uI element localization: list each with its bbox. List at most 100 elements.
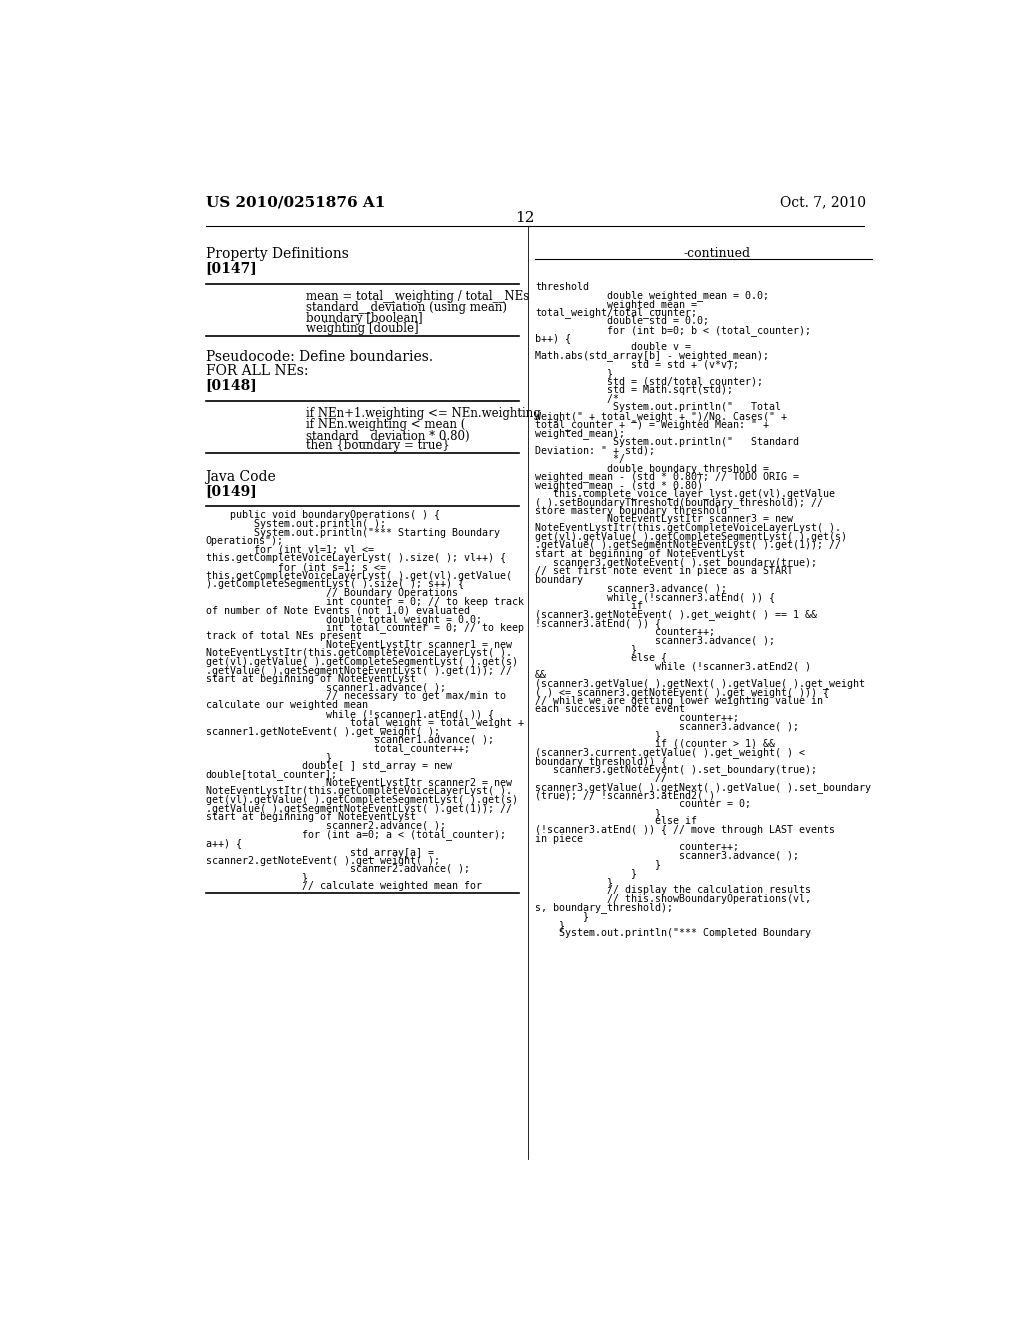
Text: // display the calculation results: // display the calculation results: [535, 886, 811, 895]
Text: while (!scanner3.atEnd( )) {: while (!scanner3.atEnd( )) {: [535, 593, 775, 602]
Text: weighting [double]: weighting [double]: [306, 322, 419, 335]
Text: }: }: [535, 368, 613, 378]
Text: System.out.println("*** Completed Boundary: System.out.println("*** Completed Bounda…: [535, 928, 811, 939]
Text: NoteEventLystItr scanner1 = new: NoteEventLystItr scanner1 = new: [206, 640, 512, 649]
Text: scanner1.getNoteEvent( ).get_weight( );: scanner1.getNoteEvent( ).get_weight( );: [206, 726, 439, 737]
Text: ( ).setBoundaryThreshold(boundary_threshold); //: ( ).setBoundaryThreshold(boundary_thresh…: [535, 498, 823, 508]
Text: b++) {: b++) {: [535, 334, 570, 343]
Text: double weighted_mean = 0.0;: double weighted_mean = 0.0;: [535, 290, 769, 301]
Text: double std = 0.0;: double std = 0.0;: [535, 315, 709, 326]
Text: double[total_counter];: double[total_counter];: [206, 770, 338, 780]
Text: get(vl).getValue( ).getCompleteSegmentLyst( ).get(s): get(vl).getValue( ).getCompleteSegmentLy…: [535, 532, 847, 541]
Text: scanner1.advance( );: scanner1.advance( );: [206, 682, 445, 693]
Text: NoteEventLystItr(this.getCompleteVoiceLayerLyst( ).: NoteEventLystItr(this.getCompleteVoiceLa…: [206, 787, 512, 796]
Text: boundary_threshold)) {: boundary_threshold)) {: [535, 756, 667, 767]
Text: .getValue( ).getSegmentNoteEventLyst( ).get(1)); //: .getValue( ).getSegmentNoteEventLyst( ).…: [535, 540, 841, 550]
Text: (scanner3.getNoteEvent( ).get_weight( ) == 1 &&: (scanner3.getNoteEvent( ).get_weight( ) …: [535, 610, 817, 620]
Text: if ((counter > 1) &&: if ((counter > 1) &&: [535, 739, 775, 748]
Text: total_weight/total_counter;: total_weight/total_counter;: [535, 308, 697, 318]
Text: std = Math.sqrt(std);: std = Math.sqrt(std);: [535, 385, 733, 395]
Text: total_weight = total_weight +: total_weight = total_weight +: [206, 717, 523, 729]
Text: Math.abs(std_array[b] - weighted_mean);: Math.abs(std_array[b] - weighted_mean);: [535, 351, 769, 362]
Text: counter = 0;: counter = 0;: [535, 799, 751, 809]
Text: }: }: [206, 752, 332, 762]
Text: !scanner3.atEnd( )) {: !scanner3.atEnd( )) {: [535, 618, 660, 628]
Text: calculate our weighted mean: calculate our weighted mean: [206, 700, 368, 710]
Text: start at beginning of NoteEventLyst: start at beginning of NoteEventLyst: [206, 675, 416, 684]
Text: weighted_mean);: weighted_mean);: [535, 428, 625, 440]
Text: 12: 12: [515, 211, 535, 224]
Text: scanner2.advance( );: scanner2.advance( );: [206, 821, 445, 830]
Text: Java Code: Java Code: [206, 470, 276, 484]
Text: weighted_mean - (std * 0.80): weighted_mean - (std * 0.80): [535, 480, 702, 491]
Text: if NEn+1.weighting <= NEn.weighting: if NEn+1.weighting <= NEn.weighting: [306, 407, 541, 420]
Text: for (int b=0; b < (total_counter);: for (int b=0; b < (total_counter);: [535, 325, 811, 335]
Text: double total_weight = 0.0;: double total_weight = 0.0;: [206, 614, 481, 624]
Text: total_counter++;: total_counter++;: [206, 743, 469, 754]
Text: [0148]: [0148]: [206, 378, 257, 392]
Text: double v =: double v =: [535, 342, 691, 352]
Text: of number of Note Events (not 1.0) evaluated: of number of Note Events (not 1.0) evalu…: [206, 605, 469, 615]
Text: else {: else {: [535, 652, 667, 663]
Text: get(vl).getValue( ).getCompleteSegmentLyst( ).get(s): get(vl).getValue( ).getCompleteSegmentLy…: [206, 657, 517, 667]
Text: mean = total__weighting / total__NEs: mean = total__weighting / total__NEs: [306, 290, 529, 304]
Text: this.getCompleteVoiceLayerLyst( ).size( ); vl++) {: this.getCompleteVoiceLayerLyst( ).size( …: [206, 553, 506, 564]
Text: // while we are getting lower weighting value in: // while we are getting lower weighting …: [535, 696, 823, 706]
Text: threshold: threshold: [535, 281, 589, 292]
Text: standard__deviation * 0.80): standard__deviation * 0.80): [306, 429, 470, 442]
Text: this.complete_voice_layer_lyst.get(vl).getValue: this.complete_voice_layer_lyst.get(vl).g…: [535, 488, 835, 499]
Text: (true); // !scanner3.atEnd2( ): (true); // !scanner3.atEnd2( ): [535, 791, 715, 800]
Text: scanner3.getValue( ).getNext( ).getValue( ).set_boundary: scanner3.getValue( ).getNext( ).getValue…: [535, 781, 870, 793]
Text: }: }: [535, 876, 613, 887]
Text: US 2010/0251876 A1: US 2010/0251876 A1: [206, 195, 385, 210]
Text: scanner3.advance( );: scanner3.advance( );: [535, 583, 727, 594]
Text: int total_counter = 0; // to keep: int total_counter = 0; // to keep: [206, 623, 523, 634]
Text: }: }: [535, 730, 660, 741]
Text: start at beginning of NoteEventLyst: start at beginning of NoteEventLyst: [206, 812, 416, 822]
Text: boundary: boundary: [535, 574, 583, 585]
Text: // necessary to get max/min to: // necessary to get max/min to: [206, 692, 506, 701]
Text: a++) {: a++) {: [206, 838, 242, 847]
Text: if NEn.weighting < mean (: if NEn.weighting < mean (: [306, 418, 466, 430]
Text: (scanner3.current.getValue( ).get_weight( ) <: (scanner3.current.getValue( ).get_weight…: [535, 747, 805, 758]
Text: scanner3.getNoteEvent( ).set_boundary(true);: scanner3.getNoteEvent( ).set_boundary(tr…: [535, 764, 817, 775]
Text: NoteEventLystItr scanner3 = new: NoteEventLystItr scanner3 = new: [535, 515, 793, 524]
Text: [0149]: [0149]: [206, 484, 257, 498]
Text: NoteEventLystItr(this.getCompleteVoiceLayerLyst( ).: NoteEventLystItr(this.getCompleteVoiceLa…: [535, 523, 841, 533]
Text: NoteEventLystItr scanner2 = new: NoteEventLystItr scanner2 = new: [206, 777, 512, 788]
Text: start at beginning of NoteEventLyst: start at beginning of NoteEventLyst: [535, 549, 744, 558]
Text: scanner2.getNoteEvent( ).get_weight( );: scanner2.getNoteEvent( ).get_weight( );: [206, 855, 439, 866]
Text: .getValue( ).getSegmentNoteEventLyst( ).get(1)); //: .getValue( ).getSegmentNoteEventLyst( ).…: [206, 665, 512, 676]
Text: }: }: [535, 859, 660, 870]
Text: counter++;: counter++;: [535, 713, 739, 723]
Text: double boundary_threshold =: double boundary_threshold =: [535, 463, 769, 474]
Text: while (!scanner1.atEnd( )) {: while (!scanner1.atEnd( )) {: [206, 709, 494, 718]
Text: std_array[a] =: std_array[a] =: [206, 846, 433, 858]
Text: //: //: [535, 774, 667, 783]
Text: */: */: [535, 454, 625, 465]
Text: // Boundary Operations: // Boundary Operations: [206, 587, 458, 598]
Text: total_counter + ") = Weighted Mean: " +: total_counter + ") = Weighted Mean: " +: [535, 420, 769, 430]
Text: boundary [boolean]: boundary [boolean]: [306, 312, 423, 325]
Text: // calculate weighted mean for: // calculate weighted mean for: [206, 882, 481, 891]
Text: scanner3.getNoteEvent( ).set_boundary(true);: scanner3.getNoteEvent( ).set_boundary(tr…: [535, 557, 817, 569]
Text: Weight(" + total_weight + ")/No. Cases(" +: Weight(" + total_weight + ")/No. Cases("…: [535, 411, 786, 422]
Text: }: }: [535, 920, 565, 929]
Text: Operations");: Operations");: [206, 536, 284, 546]
Text: then {boundary = true}: then {boundary = true}: [306, 440, 450, 453]
Text: in piece: in piece: [535, 833, 583, 843]
Text: /*: /*: [535, 393, 618, 404]
Text: System.out.println("   Total: System.out.println(" Total: [535, 403, 781, 412]
Text: // set first note event in piece as a START: // set first note event in piece as a ST…: [535, 566, 793, 577]
Text: Pseudocode: Define boundaries.: Pseudocode: Define boundaries.: [206, 350, 432, 364]
Text: public void boundaryOperations( ) {: public void boundaryOperations( ) {: [206, 511, 439, 520]
Text: while (!scanner3.atEnd2( ): while (!scanner3.atEnd2( ): [535, 661, 811, 671]
Text: s, boundary_threshold);: s, boundary_threshold);: [535, 903, 673, 913]
Text: }: }: [535, 911, 589, 921]
Text: System.out.println("*** Starting Boundary: System.out.println("*** Starting Boundar…: [206, 528, 500, 537]
Text: System.out.println("   Standard: System.out.println(" Standard: [535, 437, 799, 447]
Text: }: }: [535, 808, 660, 817]
Text: std = (std/total_counter);: std = (std/total_counter);: [535, 376, 763, 387]
Text: -continued: -continued: [683, 247, 751, 260]
Text: counter++;: counter++;: [535, 842, 739, 853]
